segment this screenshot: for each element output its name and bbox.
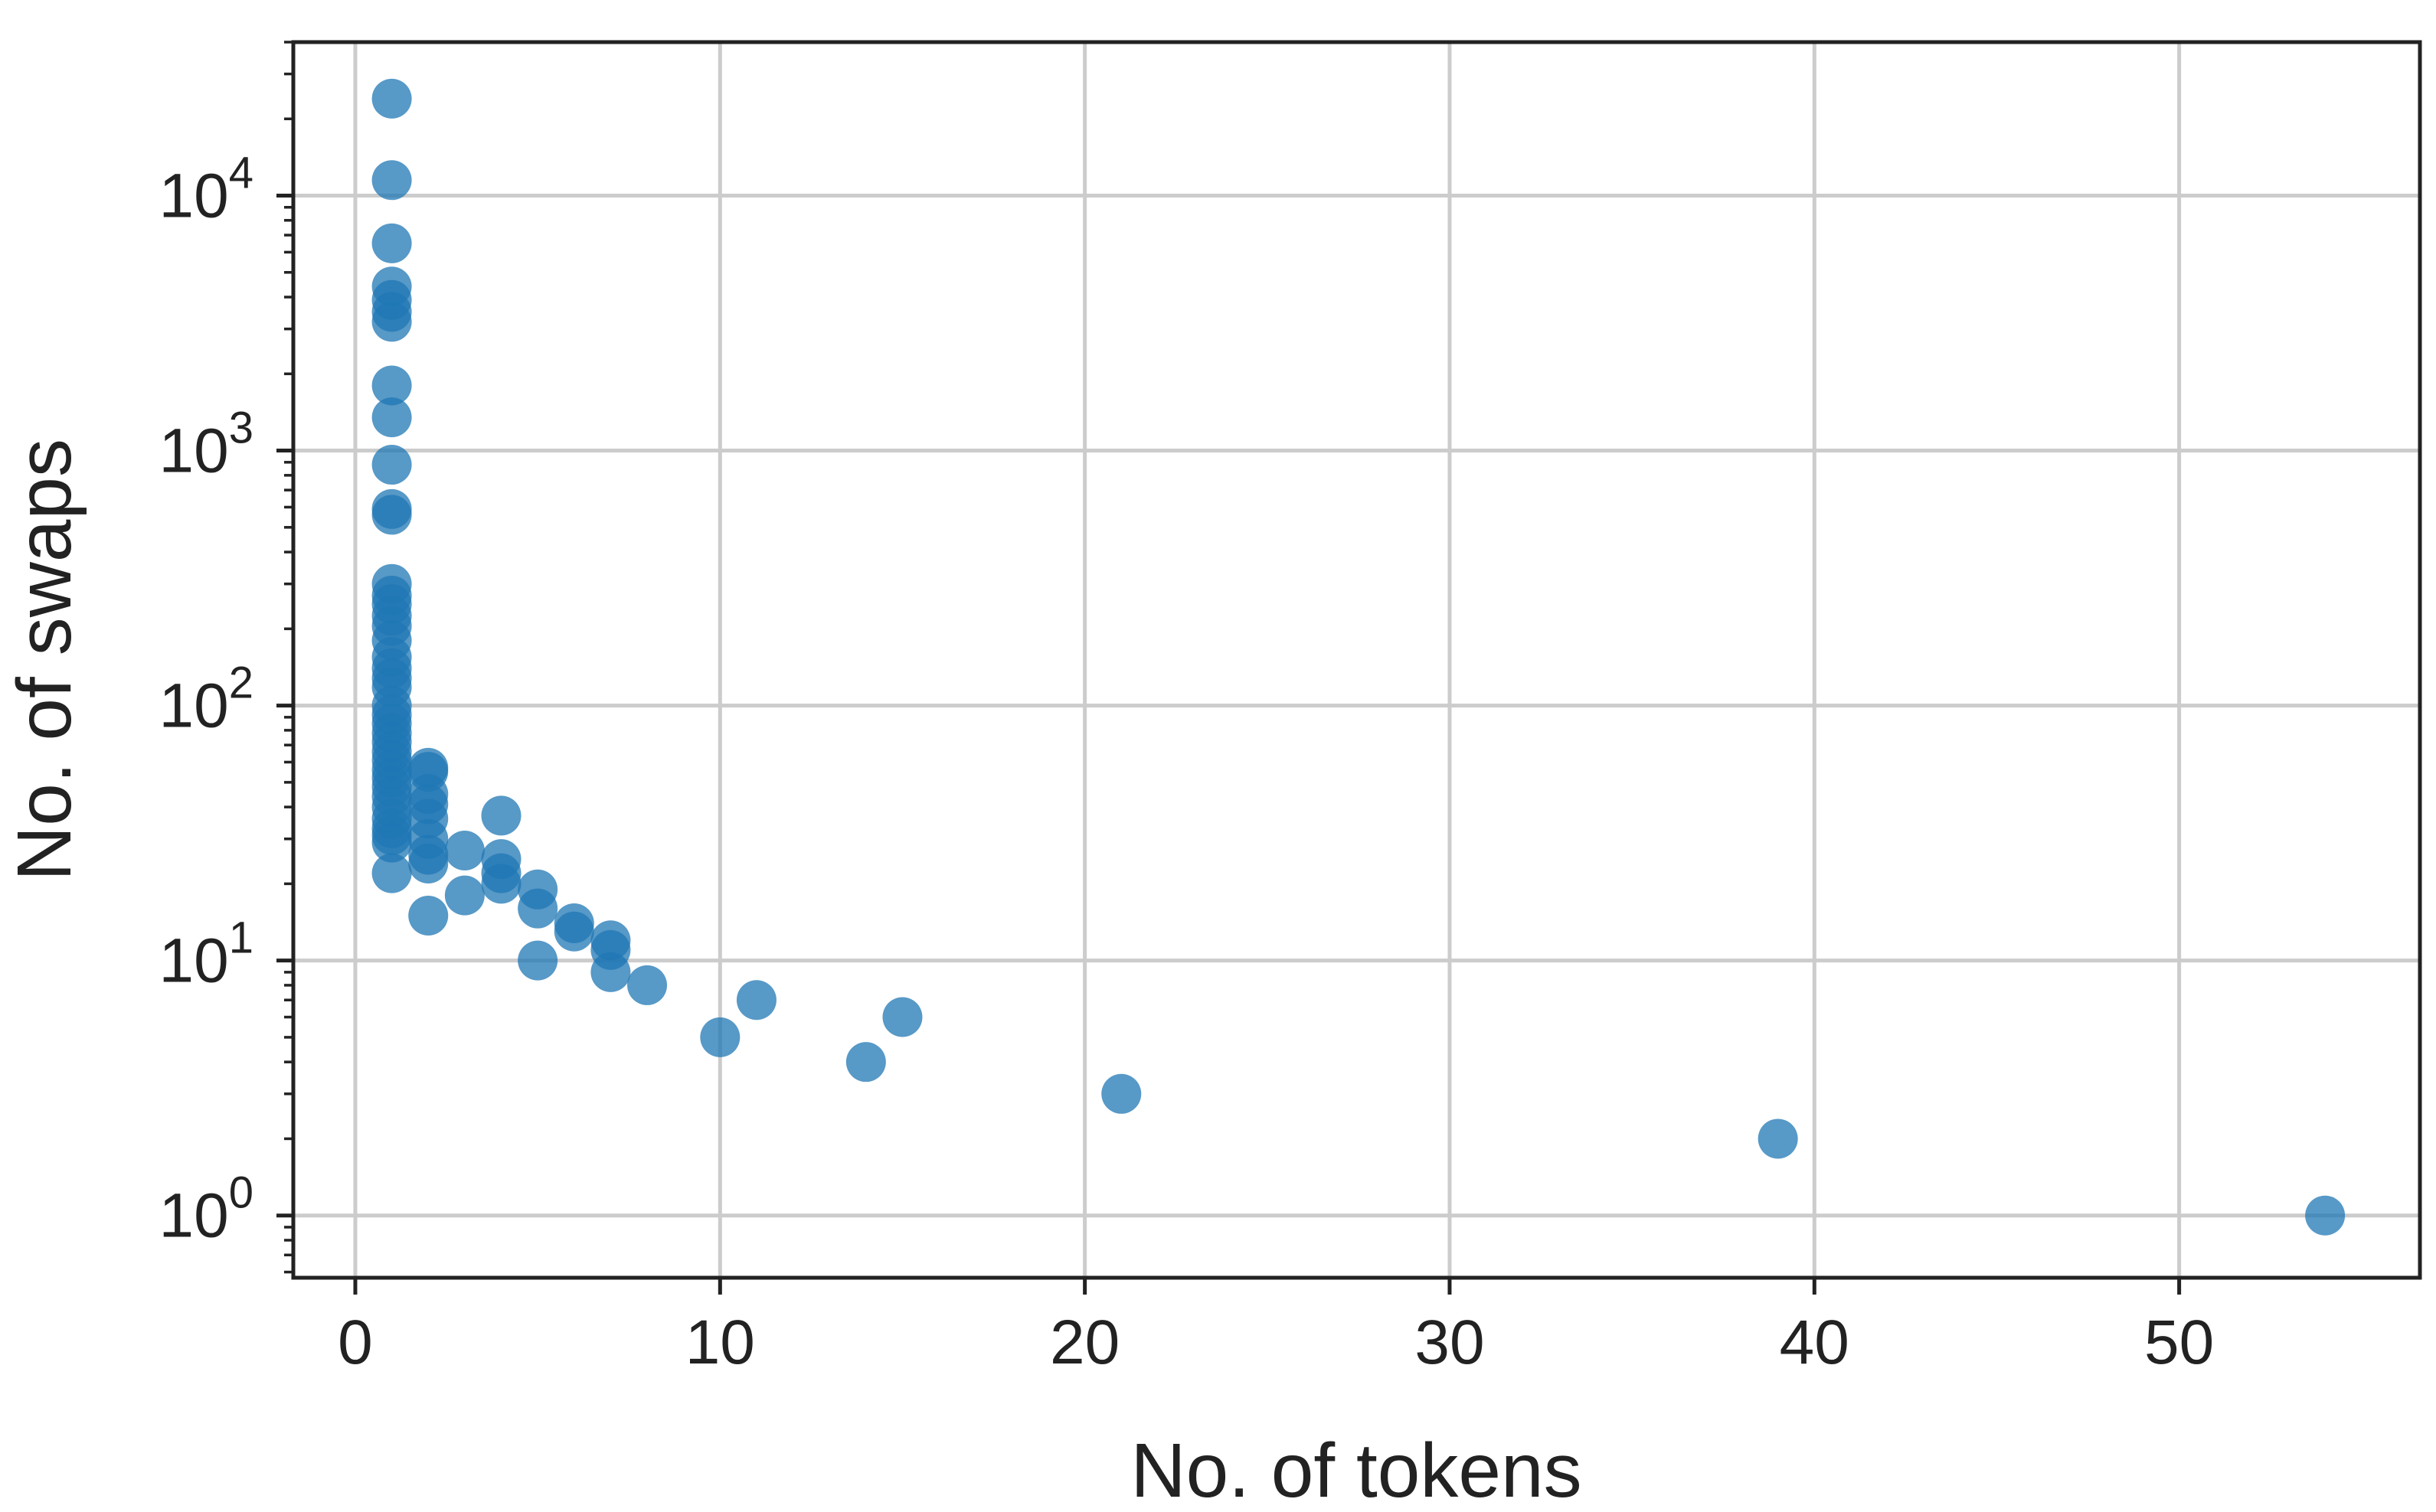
tick-labels: 0 10 20 30 40 50 100 101 102 103 104	[159, 149, 2215, 1377]
data-point	[408, 896, 449, 936]
data-point	[444, 830, 485, 870]
x-tick-label: 50	[2144, 1308, 2214, 1377]
data-point	[590, 952, 631, 992]
data-point	[1101, 1073, 1142, 1114]
y-tick-label: 100	[159, 1168, 253, 1251]
y-axis-label: No. of swaps	[2, 439, 87, 881]
grid-lines	[293, 42, 2420, 1278]
data-point	[736, 980, 777, 1021]
axis-ticks	[276, 41, 2182, 1295]
data-point	[2305, 1195, 2346, 1236]
data-point	[481, 864, 522, 904]
data-points	[371, 78, 2346, 1236]
x-tick-label: 30	[1414, 1308, 1484, 1377]
data-point	[518, 940, 558, 981]
data-point	[845, 1042, 886, 1083]
data-point	[481, 795, 522, 836]
data-point	[518, 888, 558, 929]
data-point	[371, 495, 412, 535]
data-point	[371, 302, 412, 342]
data-point	[371, 365, 412, 406]
data-point	[371, 853, 412, 893]
data-point	[627, 965, 668, 1005]
data-point	[371, 223, 412, 263]
data-point	[371, 445, 412, 485]
y-tick-label: 101	[159, 913, 253, 996]
data-point	[1758, 1118, 1798, 1159]
data-point	[554, 911, 594, 952]
plot-frame	[291, 40, 2422, 1280]
x-tick-label: 10	[685, 1308, 755, 1377]
data-point	[371, 397, 412, 438]
data-point	[882, 997, 923, 1037]
data-point	[371, 78, 412, 119]
data-point	[444, 875, 485, 916]
y-tick-label: 103	[159, 403, 253, 486]
y-tick-label: 102	[159, 658, 253, 741]
data-point	[700, 1017, 741, 1057]
x-tick-label: 40	[1780, 1308, 1849, 1377]
y-tick-label: 104	[159, 149, 253, 231]
data-point	[371, 822, 412, 863]
x-tick-label: 0	[338, 1308, 373, 1377]
x-tick-label: 20	[1050, 1308, 1120, 1377]
data-point	[408, 844, 449, 884]
data-point	[371, 160, 412, 201]
x-axis-label: No. of tokens	[1130, 1428, 1581, 1512]
